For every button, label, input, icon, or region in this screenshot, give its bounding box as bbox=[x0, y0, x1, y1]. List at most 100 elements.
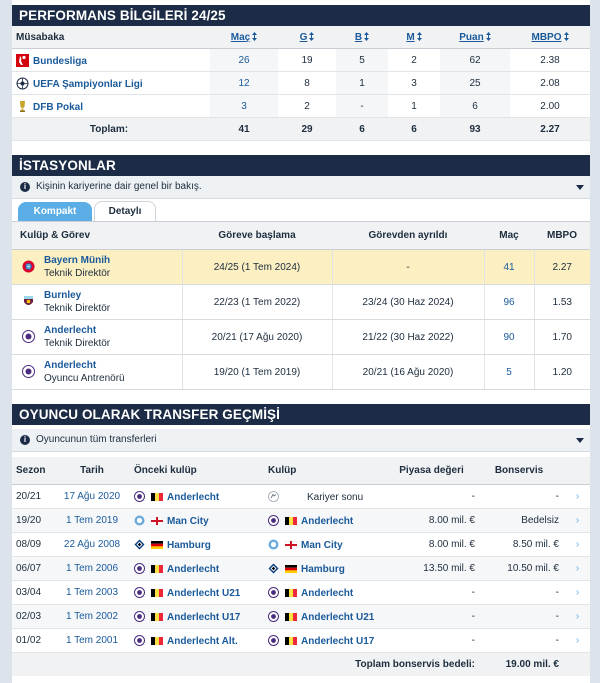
to-club-cell[interactable]: Man City bbox=[264, 532, 388, 557]
sort-ppm[interactable]: MBPO bbox=[510, 26, 590, 49]
matches-link[interactable]: 26 bbox=[210, 48, 278, 72]
matches-value[interactable]: 41 bbox=[503, 261, 515, 273]
tab-compact[interactable]: Kompakt bbox=[18, 202, 92, 221]
matches-cell[interactable]: 90 bbox=[484, 319, 535, 355]
chevron-right-icon[interactable]: › bbox=[565, 484, 590, 509]
table-row[interactable]: 08/09 22 Ağu 2008 Hamburg Man City 8.00 mil.… bbox=[12, 532, 590, 557]
matches-value[interactable]: 96 bbox=[503, 296, 515, 308]
matches-link[interactable]: 3 bbox=[210, 94, 278, 118]
to-club-cell[interactable]: Kariyer sonu bbox=[264, 484, 388, 509]
date-link[interactable]: 22 Ağu 2008 bbox=[63, 539, 121, 550]
club-link[interactable]: Burnley bbox=[44, 290, 82, 301]
matches-cell[interactable]: 5 bbox=[484, 354, 535, 390]
date-link[interactable]: 1 Tem 2001 bbox=[65, 635, 119, 646]
matches-value[interactable]: 3 bbox=[241, 100, 247, 112]
matches-link[interactable]: 12 bbox=[210, 71, 278, 95]
date-link[interactable]: 1 Tem 2002 bbox=[65, 611, 119, 622]
matches-value[interactable]: 5 bbox=[506, 366, 512, 378]
date-link[interactable]: 17 Ağu 2020 bbox=[63, 491, 121, 502]
sort-goals[interactable]: G bbox=[278, 26, 336, 49]
sort-points[interactable]: Puan bbox=[440, 26, 510, 49]
date-link[interactable]: 1 Tem 2006 bbox=[65, 563, 119, 574]
from-club-link[interactable]: Anderlecht bbox=[167, 491, 220, 503]
yellow-cell: 5 bbox=[336, 48, 388, 72]
matches-value[interactable]: 90 bbox=[503, 331, 515, 343]
to-club-link[interactable]: Anderlecht U17 bbox=[301, 635, 375, 647]
competition-link[interactable]: Bundesliga bbox=[33, 55, 87, 67]
chevron-right-icon[interactable]: › bbox=[565, 628, 590, 653]
from-club-link[interactable]: Anderlecht Alt. bbox=[167, 635, 238, 647]
matches-cell[interactable]: 41 bbox=[484, 249, 535, 285]
belgium-flag-icon bbox=[285, 612, 297, 621]
sort-second-yellow[interactable]: M bbox=[388, 26, 440, 49]
from-club-cell[interactable]: Anderlecht bbox=[130, 556, 264, 581]
competition-cell[interactable]: Bundesliga bbox=[12, 48, 210, 72]
date-cell[interactable]: 1 Tem 2001 bbox=[54, 628, 130, 653]
to-club-link[interactable]: Anderlecht bbox=[301, 515, 354, 527]
chevron-down-icon[interactable] bbox=[576, 185, 584, 190]
date-cell[interactable]: 1 Tem 2006 bbox=[54, 556, 130, 581]
from-club-cell[interactable]: Anderlecht bbox=[130, 484, 264, 509]
to-club-link[interactable]: Man City bbox=[301, 539, 343, 551]
from-club-cell[interactable]: Anderlecht Alt. bbox=[130, 628, 264, 653]
to-club-cell[interactable]: Anderlecht U17 bbox=[264, 628, 388, 653]
tab-detailed[interactable]: Detaylı bbox=[94, 201, 156, 221]
from-club-cell[interactable]: Anderlecht U21 bbox=[130, 580, 264, 605]
matches-value[interactable]: 12 bbox=[238, 77, 250, 89]
table-row[interactable]: 06/07 1 Tem 2006 Anderlecht Hamburg 13.50 mi… bbox=[12, 556, 590, 581]
chevron-down-icon[interactable] bbox=[576, 438, 584, 443]
chevron-right-icon[interactable]: › bbox=[565, 508, 590, 533]
club-link[interactable]: Anderlecht bbox=[44, 325, 97, 336]
date-cell[interactable]: 1 Tem 2019 bbox=[54, 508, 130, 533]
club-link[interactable]: Bayern Münih bbox=[44, 255, 111, 266]
from-club-link[interactable]: Hamburg bbox=[167, 539, 211, 551]
date-cell[interactable]: 17 Ağu 2020 bbox=[54, 484, 130, 509]
table-row[interactable]: 19/20 1 Tem 2019 Man City Anderlecht 8.00 mi… bbox=[12, 508, 590, 533]
table-row[interactable]: 03/04 1 Tem 2003 Anderlecht U21 Anderlecht -… bbox=[12, 580, 590, 605]
sort-yellow[interactable]: B bbox=[336, 26, 388, 49]
matches-cell[interactable]: 96 bbox=[484, 284, 535, 320]
to-club-cell[interactable]: Anderlecht U21 bbox=[264, 604, 388, 629]
from-club-link[interactable]: Anderlecht bbox=[167, 563, 220, 575]
table-row[interactable]: 02/03 1 Tem 2002 Anderlecht U17 Anderlecht … bbox=[12, 604, 590, 629]
matches-value[interactable]: 26 bbox=[238, 54, 250, 66]
competition-cell[interactable]: UEFA Şampiyonlar Ligi bbox=[12, 71, 210, 95]
from-club-link[interactable]: Anderlecht U17 bbox=[167, 611, 241, 623]
date-cell[interactable]: 22 Ağu 2008 bbox=[54, 532, 130, 557]
from-club-cell[interactable]: Man City bbox=[130, 508, 264, 533]
from-club-link[interactable]: Man City bbox=[167, 515, 209, 527]
chevron-right-icon[interactable]: › bbox=[565, 556, 590, 581]
club-cell[interactable]: Burnley Teknik Direktör bbox=[12, 284, 183, 320]
chevron-right-icon[interactable]: › bbox=[565, 604, 590, 629]
to-club-cell[interactable]: Anderlecht bbox=[264, 580, 388, 605]
club-cell[interactable]: Anderlecht Oyuncu Antrenörü bbox=[12, 354, 183, 390]
from-club-cell[interactable]: Anderlecht U17 bbox=[130, 604, 264, 629]
table-row[interactable]: 20/21 17 Ağu 2020 Anderlecht Kariyer sonu - -… bbox=[12, 484, 590, 509]
table-row[interactable]: 01/02 1 Tem 2001 Anderlecht Alt. Anderlecht… bbox=[12, 628, 590, 653]
from-club-cell[interactable]: Hamburg bbox=[130, 532, 264, 557]
to-club-link[interactable]: Anderlecht bbox=[301, 587, 354, 599]
second-yellow-cell: 3 bbox=[388, 71, 440, 95]
from-club-link[interactable]: Anderlecht U21 bbox=[167, 587, 241, 599]
chevron-right-icon[interactable]: › bbox=[565, 580, 590, 605]
sort-matches[interactable]: Maç bbox=[210, 26, 278, 49]
to-club-link[interactable]: Hamburg bbox=[301, 563, 345, 575]
competition-link[interactable]: UEFA Şampiyonlar Ligi bbox=[33, 78, 143, 90]
date-link[interactable]: 1 Tem 2003 bbox=[65, 587, 119, 598]
total-fee-value: 19.00 mil. € bbox=[479, 652, 565, 676]
date-link[interactable]: 1 Tem 2019 bbox=[65, 515, 119, 526]
to-club-link[interactable]: Anderlecht U21 bbox=[301, 611, 375, 623]
competition-cell[interactable]: DFB Pokal bbox=[12, 94, 210, 118]
date-cell[interactable]: 1 Tem 2003 bbox=[54, 580, 130, 605]
stations-info-bar[interactable]: i Kişinin kariyerine dair genel bir bakı… bbox=[12, 176, 590, 199]
to-club-cell[interactable]: Anderlecht bbox=[264, 508, 388, 533]
club-link[interactable]: Anderlecht bbox=[44, 360, 97, 371]
competition-link[interactable]: DFB Pokal bbox=[33, 101, 84, 113]
club-cell[interactable]: Bayern Münih Teknik Direktör bbox=[12, 249, 183, 285]
to-club-cell[interactable]: Hamburg bbox=[264, 556, 388, 581]
date-cell[interactable]: 1 Tem 2002 bbox=[54, 604, 130, 629]
belgium-flag-icon bbox=[151, 564, 163, 573]
club-cell[interactable]: Anderlecht Teknik Direktör bbox=[12, 319, 183, 355]
chevron-right-icon[interactable]: › bbox=[565, 532, 590, 557]
transfers-info-bar[interactable]: i Oyuncunun tüm transferleri bbox=[12, 429, 590, 452]
